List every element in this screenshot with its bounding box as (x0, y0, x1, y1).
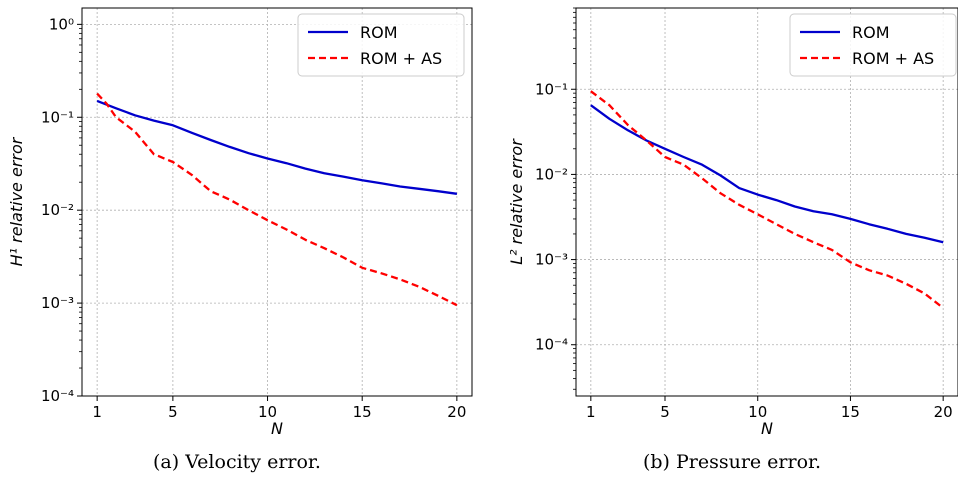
x-axis-label: N (271, 419, 283, 438)
y-tick-label: 10⁰ (49, 15, 74, 33)
series-line-rom-as (96, 92, 458, 307)
x-tick-label: 5 (168, 403, 178, 421)
x-tick-label: 5 (660, 403, 670, 421)
y-axis-label: L² relative error (507, 138, 526, 265)
legend-box (297, 13, 465, 77)
x-tick-label: 15 (353, 403, 372, 421)
legend-label: ROM (852, 23, 890, 42)
y-tick-label: 10⁻¹ (41, 108, 74, 126)
plot-frame (575, 7, 958, 397)
legend-label: ROM + AS (360, 49, 442, 68)
x-tick-label: 20 (447, 403, 466, 421)
plot-frame (81, 7, 473, 397)
y-tick-label: 10⁻¹ (535, 80, 568, 98)
x-tick-label: 15 (841, 403, 860, 421)
series-line-rom (590, 104, 944, 244)
x-tick-label: 1 (92, 403, 102, 421)
x-tick-label: 10 (748, 403, 767, 421)
y-tick-label: 10⁻² (535, 165, 568, 183)
legend-label: ROM (360, 23, 398, 42)
legend-label: ROM + AS (852, 49, 934, 68)
legend: ROM ROM + AS (789, 13, 957, 77)
series-line-rom (96, 99, 458, 195)
y-tick-label: 10⁻⁴ (41, 387, 74, 405)
y-tick-label: 10⁻² (41, 201, 74, 219)
y-tick-label: 10⁻³ (535, 251, 568, 269)
figure-caption: (a) Velocity error. (153, 451, 321, 473)
x-tick-label: 10 (258, 403, 277, 421)
series-line-rom-as (590, 90, 944, 309)
legend: ROM ROM + AS (297, 13, 465, 77)
y-axis-label: H¹ relative error (7, 136, 26, 266)
y-tick-label: 10⁻³ (41, 294, 74, 312)
legend-box (789, 13, 957, 77)
x-tick-label: 20 (934, 403, 953, 421)
x-tick-label: 1 (586, 403, 596, 421)
figure-caption: (b) Pressure error. (643, 451, 821, 473)
x-axis-label: N (761, 419, 773, 438)
y-tick-label: 10⁻⁴ (535, 336, 568, 354)
